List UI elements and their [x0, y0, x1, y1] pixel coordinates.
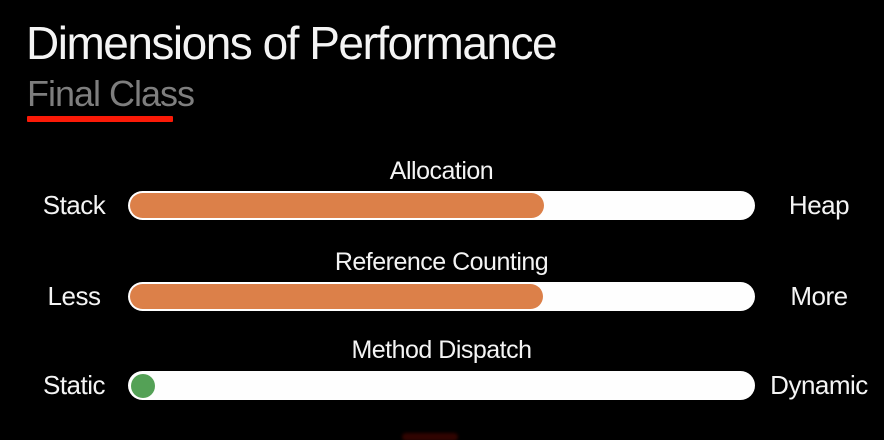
slider-track	[128, 191, 755, 220]
subtitle-underline	[27, 116, 173, 122]
slider-track	[128, 282, 755, 311]
slider-title: Reference Counting	[334, 248, 549, 276]
slider-left-label: Less	[47, 281, 101, 311]
slider-left-label: Stack	[42, 190, 106, 220]
slider-left-label: Static	[42, 370, 106, 400]
slider-right-label: More	[790, 281, 848, 311]
subtitle: Final Class	[27, 73, 195, 114]
slider-bar-fill	[130, 193, 544, 218]
slider-title: Method Dispatch	[351, 336, 532, 364]
slider-track	[128, 371, 755, 400]
slider-title: Allocation	[389, 157, 494, 185]
slider-right-label: Dynamic	[770, 370, 868, 400]
slider-bar-fill	[130, 284, 543, 309]
slider-right-label: Heap	[788, 190, 850, 220]
bottom-red-artifact	[402, 433, 458, 440]
slider-dot-indicator	[131, 373, 155, 398]
page-title: Dimensions of Performance	[26, 17, 558, 69]
